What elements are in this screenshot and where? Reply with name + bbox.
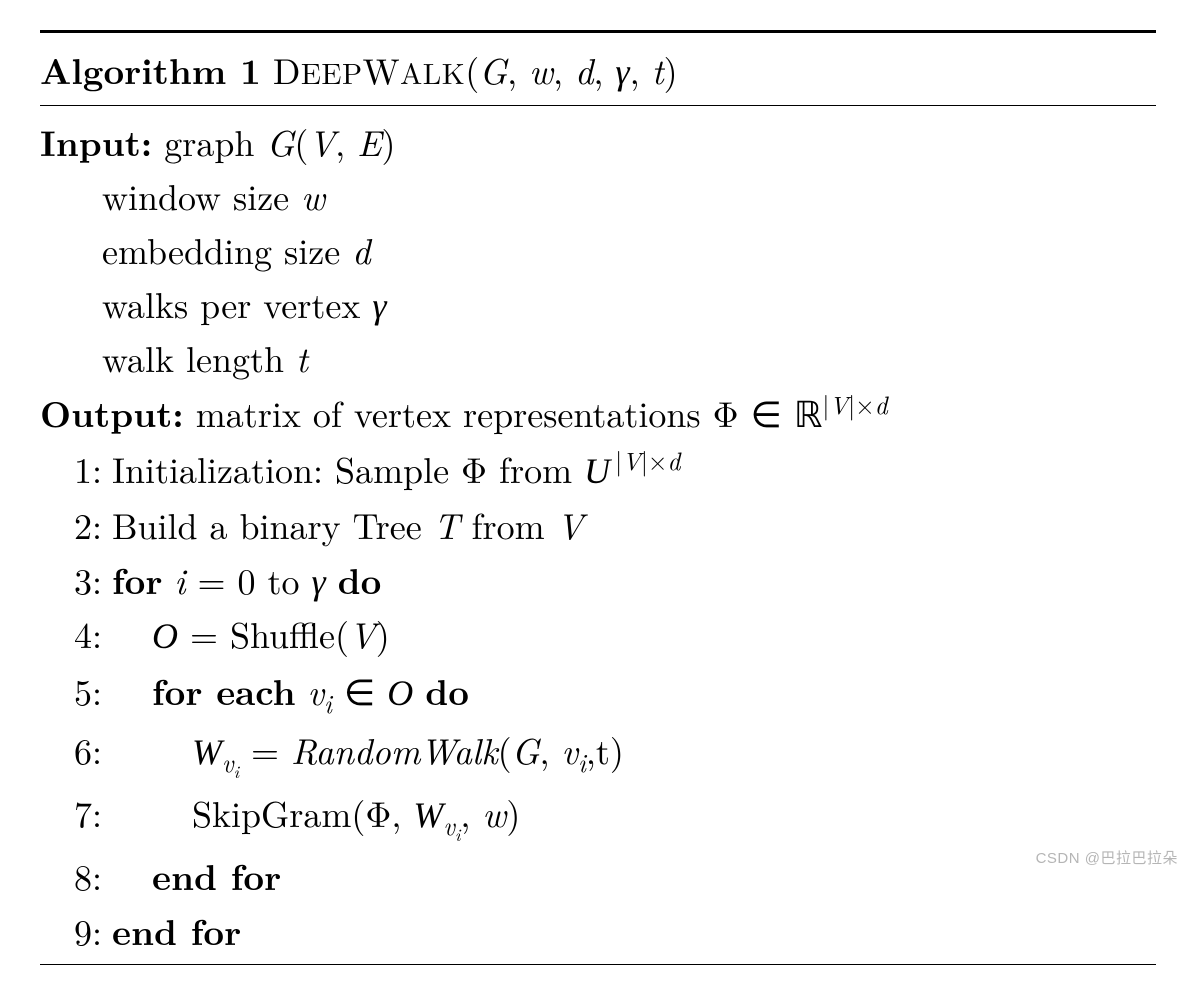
step-4: 4: O = Shuffle(V) bbox=[40, 607, 1156, 663]
algo-name: DEEPWALK bbox=[273, 44, 465, 95]
step-num: 6: bbox=[40, 723, 112, 777]
watermark-text: CSDN @巴拉巴拉朵 bbox=[1036, 847, 1178, 868]
step-num: 2: bbox=[40, 498, 112, 552]
step-text: end for bbox=[112, 903, 1156, 957]
step-text: end for bbox=[112, 848, 1156, 902]
step-text: for i = 0 to γ do bbox=[112, 552, 1156, 607]
step-7: 7: SkipGram(Φ, Wvi, w) bbox=[40, 786, 1156, 849]
step-num: 9: bbox=[40, 904, 112, 958]
step-9: 9: end for bbox=[40, 903, 1156, 958]
step-num: 4: bbox=[40, 607, 112, 661]
algo-label: Algorithm 1 bbox=[40, 43, 261, 95]
input-line-3: walks per vertex γ bbox=[40, 277, 1156, 331]
step-2: 2: Build a binary Tree T from V bbox=[40, 498, 1156, 552]
algorithm-title: Algorithm 1 DEEPWALK(G, w, d, γ, t) bbox=[40, 33, 1156, 105]
step-3: 3: for i = 0 to γ do bbox=[40, 552, 1156, 607]
step-num: 8: bbox=[40, 849, 112, 903]
algorithm-block: Algorithm 1 DEEPWALK(G, w, d, γ, t) Inpu… bbox=[0, 0, 1196, 985]
algorithm-body: Input: graph G(V, E) window size w embed… bbox=[40, 106, 1156, 958]
bottom-rule bbox=[40, 964, 1156, 965]
step-5: 5: for each vi ∈ O do bbox=[40, 663, 1156, 723]
step-text: for each vi ∈ O do bbox=[112, 663, 1156, 723]
output-section: Output: matrix of vertex representations… bbox=[40, 385, 1156, 442]
step-num: 1: bbox=[40, 442, 112, 496]
input-section: Input: graph G(V, E) bbox=[40, 114, 1156, 169]
input-label: Input: bbox=[40, 115, 152, 167]
step-num: 3: bbox=[40, 553, 112, 607]
step-num: 7: bbox=[40, 786, 112, 840]
step-text: Wvi = RandomWalk(G, vi,t) bbox=[112, 723, 1156, 786]
step-text: SkipGram(Φ, Wvi, w) bbox=[112, 786, 1156, 849]
step-text: Build a binary Tree T from V bbox=[112, 498, 1156, 552]
input-line-4: walk length t bbox=[40, 331, 1156, 385]
step-text: O = Shuffle(V) bbox=[112, 607, 1156, 663]
input-line-1: window size w bbox=[40, 169, 1156, 223]
step-6: 6: Wvi = RandomWalk(G, vi,t) bbox=[40, 723, 1156, 786]
output-label: Output: bbox=[40, 386, 184, 438]
step-text: Initialization: Sample Φ from U |V|×d bbox=[112, 442, 1156, 498]
output-text: matrix of vertex representations Φ ∈ ℝ|V… bbox=[196, 387, 888, 438]
step-8: 8: end for bbox=[40, 848, 1156, 903]
algo-params: (G, w, d, γ, t) bbox=[465, 44, 677, 95]
input-line-2: embedding size d bbox=[40, 223, 1156, 277]
step-num: 5: bbox=[40, 664, 112, 718]
step-1: 1: Initialization: Sample Φ from U |V|×d bbox=[40, 442, 1156, 498]
input-line-0: graph G(V, E) bbox=[164, 116, 395, 167]
